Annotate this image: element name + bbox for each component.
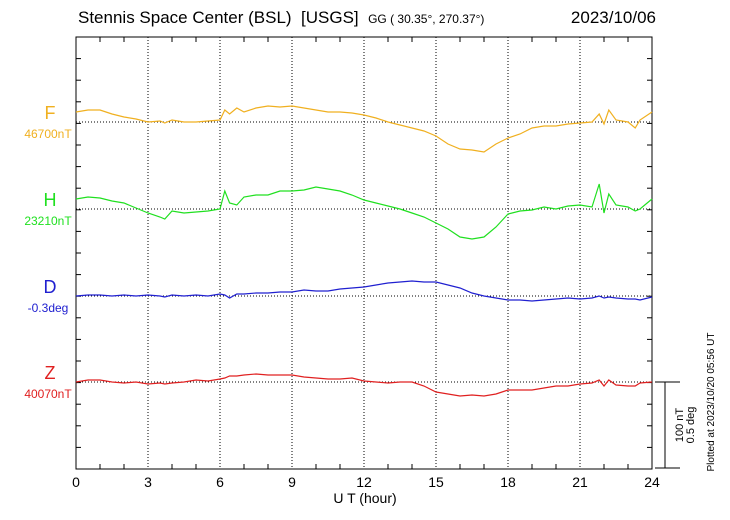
x-tick-label: 15 xyxy=(428,474,444,490)
scale-bar: 100 nT 0.5 deg xyxy=(655,381,697,469)
scale-bar-deg-label: 0.5 deg xyxy=(685,407,697,444)
series-baseline-h: 23210nT xyxy=(24,214,72,228)
series-labels: F 46700nT H 23210nT D -0.3deg Z 40070nT xyxy=(24,103,72,401)
series-baseline-z: 40070nT xyxy=(24,387,72,401)
x-axis-label: U T (hour) xyxy=(333,490,396,506)
x-tick-label: 12 xyxy=(356,474,372,490)
trace-h xyxy=(75,183,653,240)
plot-frame xyxy=(75,36,653,470)
series-name-h: H xyxy=(44,190,57,210)
plotted-timestamp: Plotted at 2023/10/20 05:56 UT xyxy=(706,333,717,472)
x-tick-label: 0 xyxy=(72,474,80,490)
plot-date: 2023/10/06 xyxy=(570,8,656,27)
scale-bar-nt-label: 100 nT xyxy=(674,408,686,443)
station-coords: GG ( 30.35°, 270.37°) xyxy=(368,12,485,26)
x-tick-label: 9 xyxy=(288,474,296,490)
trace-f xyxy=(75,105,653,153)
series-name-z: Z xyxy=(45,363,56,383)
trace-d xyxy=(75,280,653,302)
series-name-d: D xyxy=(44,277,57,297)
x-tick-label: 21 xyxy=(572,474,588,490)
network-name: [USGS] xyxy=(301,8,359,27)
station-name: Stennis Space Center (BSL) xyxy=(78,8,292,27)
traces xyxy=(75,105,653,397)
x-axis-ticks: 0 3 6 9 12 15 18 21 24 xyxy=(72,474,660,490)
series-name-f: F xyxy=(45,103,56,123)
series-baseline-f: 46700nT xyxy=(24,127,72,141)
series-baseline-d: -0.3deg xyxy=(28,301,69,315)
x-tick-label: 6 xyxy=(216,474,224,490)
x-tick-label: 24 xyxy=(644,474,660,490)
x-tick-label: 3 xyxy=(144,474,152,490)
x-tick-label: 18 xyxy=(500,474,516,490)
trace-z xyxy=(75,373,653,397)
grid-lines xyxy=(76,37,652,469)
